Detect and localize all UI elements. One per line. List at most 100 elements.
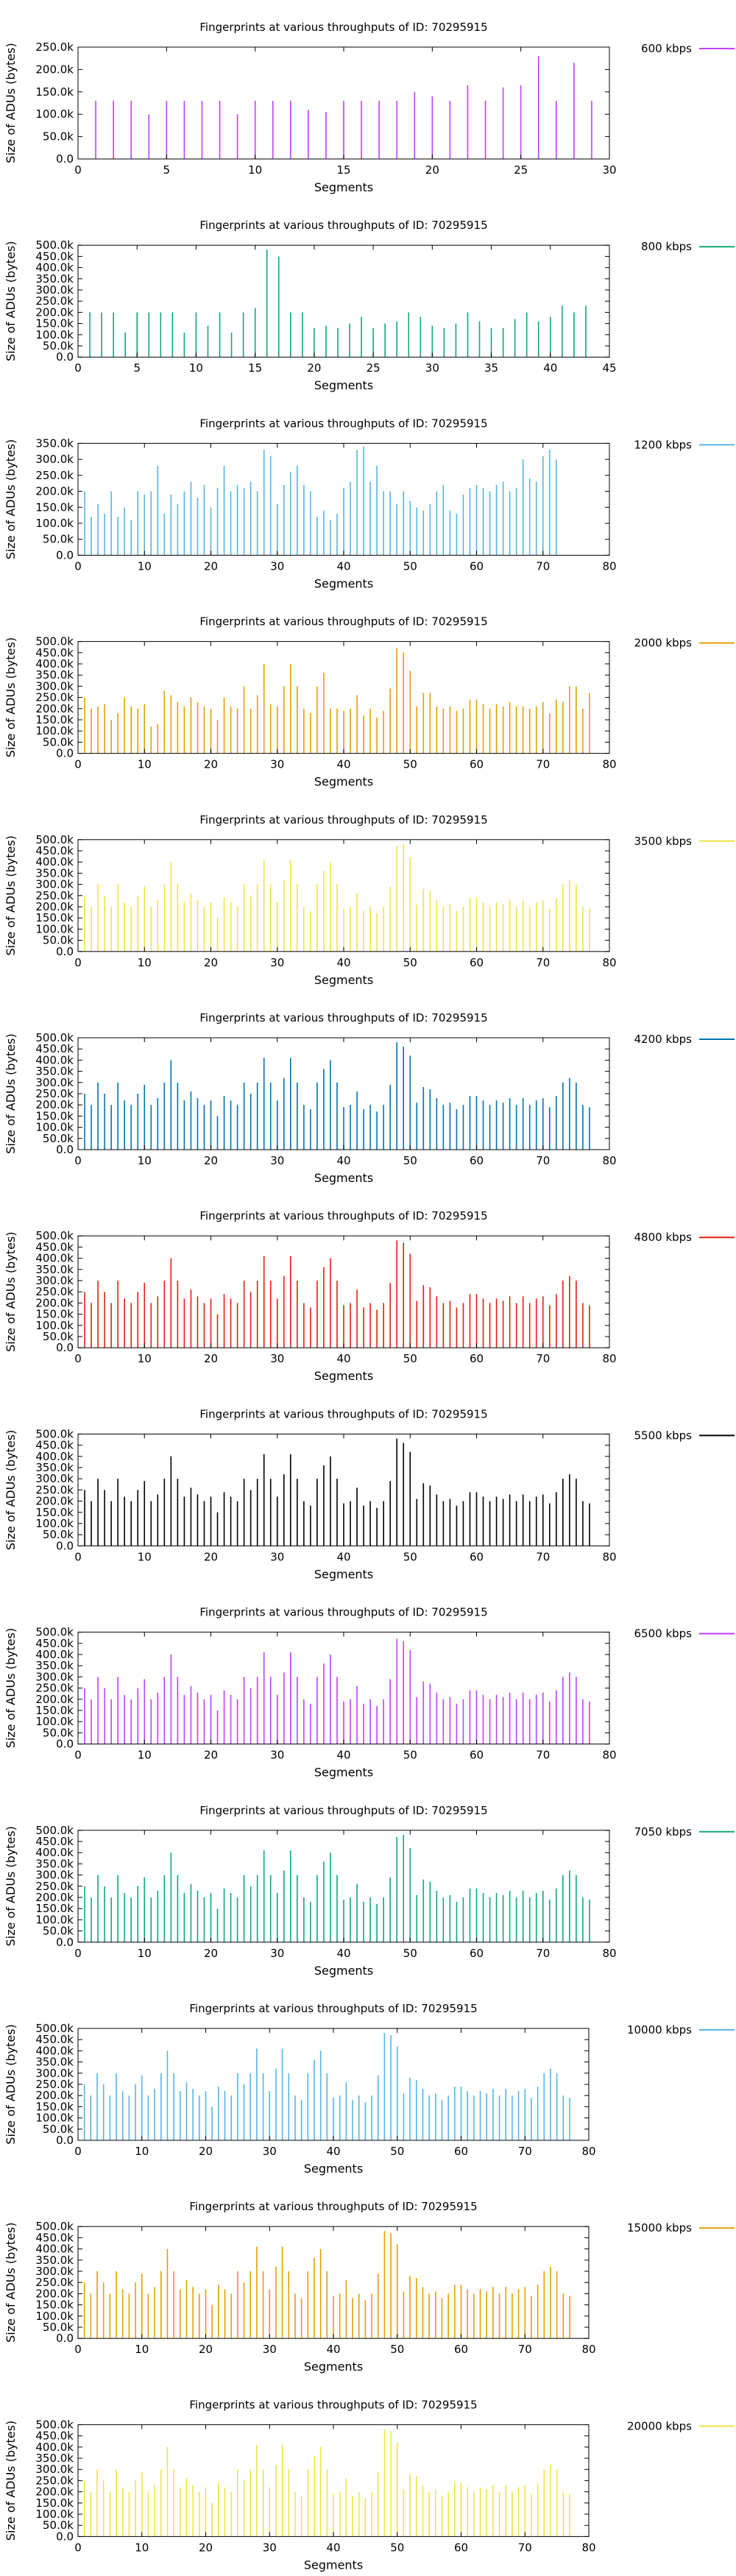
y-tick-label: 250.0k bbox=[35, 2276, 74, 2289]
x-tick-label: 0 bbox=[74, 956, 82, 969]
x-tick-label: 80 bbox=[581, 2541, 595, 2554]
y-tick-label: 250.0k bbox=[35, 1087, 74, 1100]
y-tick-label: 400.0k bbox=[35, 1846, 74, 1859]
legend-label: 7050 kbps bbox=[634, 1825, 693, 1839]
x-tick-label: 60 bbox=[454, 2343, 468, 2356]
x-tick-label: 80 bbox=[602, 1154, 616, 1167]
y-tick-label: 150.0k bbox=[35, 1109, 74, 1122]
y-tick-label: 450.0k bbox=[35, 250, 74, 263]
x-tick-label: 0 bbox=[74, 758, 82, 771]
y-tick-label: 100.0k bbox=[35, 724, 74, 737]
y-axis-label: Size of ADUs (bytes) bbox=[4, 835, 18, 955]
x-tick-label: 70 bbox=[536, 1749, 550, 1762]
x-tick-label: 40 bbox=[336, 559, 350, 573]
x-tick-label: 80 bbox=[602, 1749, 616, 1762]
x-tick-label: 30 bbox=[263, 2343, 277, 2356]
y-tick-label: 200.0k bbox=[35, 63, 74, 76]
y-tick-label: 300.0k bbox=[35, 283, 74, 297]
y-tick-label: 300.0k bbox=[35, 1869, 74, 1882]
x-tick-label: 40 bbox=[336, 1947, 350, 1960]
x-tick-label: 70 bbox=[536, 559, 550, 573]
y-tick-label: 200.0k bbox=[35, 702, 74, 715]
y-tick-label: 0.0 bbox=[56, 2530, 74, 2543]
y-tick-label: 450.0k bbox=[35, 1637, 74, 1650]
x-tick-label: 40 bbox=[336, 1550, 350, 1563]
x-tick-label: 60 bbox=[470, 956, 484, 969]
x-tick-label: 80 bbox=[602, 758, 616, 771]
x-tick-label: 50 bbox=[403, 559, 417, 573]
y-axis-label: Size of ADUs (bytes) bbox=[4, 637, 18, 757]
chart-title: Fingerprints at various throughputs of I… bbox=[199, 615, 487, 629]
x-tick-label: 0 bbox=[74, 361, 82, 375]
x-tick-label: 20 bbox=[199, 2343, 213, 2356]
y-tick-label: 450.0k bbox=[35, 646, 74, 659]
y-tick-label: 0.0 bbox=[56, 1936, 74, 1949]
legend-label: 3500 kbps bbox=[634, 835, 693, 848]
x-tick-label: 0 bbox=[74, 1749, 82, 1762]
x-tick-label: 20 bbox=[204, 1352, 218, 1365]
y-tick-label: 300.0k bbox=[35, 453, 74, 466]
x-tick-label: 30 bbox=[270, 1550, 284, 1563]
x-tick-label: 70 bbox=[518, 2343, 532, 2356]
x-tick-label: 40 bbox=[336, 758, 350, 771]
y-tick-label: 250.0k bbox=[35, 691, 74, 704]
y-tick-label: 250.0k bbox=[35, 1880, 74, 1893]
y-axis-label: Size of ADUs (bytes) bbox=[4, 439, 18, 559]
chart-panel-10: Fingerprints at various throughputs of I… bbox=[4, 2002, 735, 2176]
y-tick-label: 250.0k bbox=[35, 2078, 74, 2091]
y-tick-label: 0.0 bbox=[56, 1738, 74, 1751]
x-tick-label: 10 bbox=[138, 758, 152, 771]
x-tick-label: 30 bbox=[270, 1947, 284, 1960]
y-tick-label: 100.0k bbox=[35, 1913, 74, 1926]
y-tick-label: 150.0k bbox=[35, 911, 74, 924]
y-tick-label: 350.0k bbox=[35, 866, 74, 880]
chart-panel-7: Fingerprints at various throughputs of I… bbox=[4, 1407, 735, 1581]
x-tick-label: 70 bbox=[536, 1947, 550, 1960]
x-tick-label: 40 bbox=[336, 956, 350, 969]
x-tick-label: 50 bbox=[403, 1352, 417, 1365]
x-tick-label: 60 bbox=[470, 559, 484, 573]
y-tick-label: 250.0k bbox=[35, 40, 74, 54]
chart-title: Fingerprints at various throughputs of I… bbox=[199, 1606, 487, 1619]
y-tick-label: 50.0k bbox=[43, 2321, 74, 2334]
x-tick-label: 30 bbox=[270, 1154, 284, 1167]
x-tick-label: 40 bbox=[326, 2343, 340, 2356]
x-tick-label: 80 bbox=[602, 1947, 616, 1960]
y-tick-label: 350.0k bbox=[35, 272, 74, 286]
y-tick-label: 100.0k bbox=[35, 2508, 74, 2521]
y-tick-label: 100.0k bbox=[35, 2112, 74, 2125]
y-tick-label: 150.0k bbox=[35, 317, 74, 330]
y-tick-label: 500.0k bbox=[35, 2022, 74, 2035]
y-tick-label: 0.0 bbox=[56, 1143, 74, 1156]
y-tick-label: 400.0k bbox=[35, 261, 74, 275]
x-tick-label: 80 bbox=[581, 2145, 595, 2158]
x-tick-label: 40 bbox=[336, 1352, 350, 1365]
x-tick-label: 0 bbox=[74, 1352, 82, 1365]
y-tick-label: 100.0k bbox=[35, 1121, 74, 1134]
y-tick-label: 250.0k bbox=[35, 2474, 74, 2487]
y-tick-label: 50.0k bbox=[43, 533, 74, 546]
y-tick-label: 350.0k bbox=[35, 1461, 74, 1474]
x-tick-label: 20 bbox=[204, 1154, 218, 1167]
y-tick-label: 0.0 bbox=[56, 2332, 74, 2345]
y-tick-label: 400.0k bbox=[35, 1648, 74, 1661]
x-tick-label: 40 bbox=[326, 2541, 340, 2554]
x-tick-label: 0 bbox=[74, 2541, 82, 2554]
x-tick-label: 40 bbox=[326, 2145, 340, 2158]
x-tick-label: 20 bbox=[204, 1550, 218, 1563]
y-tick-label: 500.0k bbox=[35, 1031, 74, 1044]
y-tick-label: 200.0k bbox=[35, 2485, 74, 2499]
x-tick-label: 20 bbox=[204, 1947, 218, 1960]
y-tick-label: 0.0 bbox=[56, 1341, 74, 1354]
y-tick-label: 150.0k bbox=[35, 1308, 74, 1321]
x-tick-label: 30 bbox=[602, 163, 616, 177]
x-tick-label: 20 bbox=[199, 2541, 213, 2554]
x-tick-label: 20 bbox=[204, 559, 218, 573]
y-tick-label: 200.0k bbox=[35, 1891, 74, 1904]
x-tick-label: 20 bbox=[204, 1749, 218, 1762]
legend-label: 4800 kbps bbox=[634, 1231, 693, 1244]
x-tick-label: 0 bbox=[74, 1947, 82, 1960]
y-tick-label: 50.0k bbox=[43, 2519, 74, 2532]
x-tick-label: 25 bbox=[367, 361, 381, 375]
x-axis-label: Segments bbox=[314, 1171, 373, 1185]
